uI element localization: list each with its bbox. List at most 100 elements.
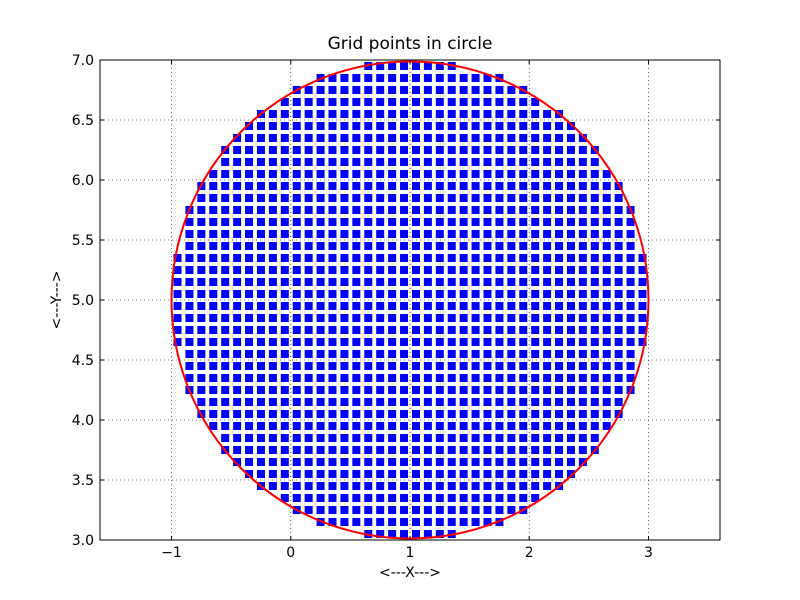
grid-point (245, 374, 254, 382)
grid-point (388, 170, 397, 178)
grid-point (245, 362, 254, 370)
grid-point (340, 230, 349, 238)
grid-point (638, 290, 647, 298)
grid-point (590, 338, 599, 346)
grid-point (614, 350, 623, 358)
grid-point (483, 242, 492, 250)
grid-point (447, 230, 456, 238)
grid-point (376, 410, 385, 418)
grid-point (531, 458, 540, 466)
grid-point (340, 434, 349, 442)
grid-point (185, 350, 194, 358)
grid-point (423, 386, 432, 394)
grid-point (364, 458, 373, 466)
grid-point (316, 182, 325, 190)
grid-point (233, 422, 242, 430)
grid-point (268, 266, 277, 274)
grid-point (578, 374, 587, 382)
grid-point (423, 302, 432, 310)
grid-point (280, 278, 289, 286)
grid-point (352, 266, 361, 274)
grid-point (495, 398, 504, 406)
grid-point (352, 458, 361, 466)
grid-point (614, 398, 623, 406)
grid-point (459, 398, 468, 406)
grid-point (423, 98, 432, 106)
grid-point (423, 506, 432, 514)
grid-point (507, 146, 516, 154)
grid-point (566, 314, 575, 322)
grid-point (388, 110, 397, 118)
grid-point (376, 326, 385, 334)
grid-point (352, 398, 361, 406)
grid-point (268, 374, 277, 382)
grid-point (316, 218, 325, 226)
grid-point (245, 386, 254, 394)
grid-point (304, 134, 313, 142)
grid-point (602, 302, 611, 310)
grid-point (566, 182, 575, 190)
grid-point (578, 326, 587, 334)
grid-point (304, 122, 313, 130)
grid-point (221, 338, 230, 346)
grid-point (304, 506, 313, 514)
grid-point (435, 338, 444, 346)
grid-point (495, 110, 504, 118)
grid-point (578, 398, 587, 406)
grid-point (256, 206, 265, 214)
grid-point (304, 374, 313, 382)
grid-point (316, 122, 325, 130)
grid-point (209, 302, 218, 310)
grid-point (221, 182, 230, 190)
grid-point (555, 194, 564, 202)
grid-point (340, 362, 349, 370)
grid-point (531, 350, 540, 358)
grid-point (376, 266, 385, 274)
grid-point (566, 194, 575, 202)
grid-point (400, 362, 409, 370)
grid-point (471, 122, 480, 130)
grid-point (543, 398, 552, 406)
grid-point (423, 266, 432, 274)
grid-point (566, 230, 575, 238)
grid-point (328, 146, 337, 154)
grid-point (495, 98, 504, 106)
grid-point (447, 86, 456, 94)
grid-point (555, 470, 564, 478)
grid-point (435, 326, 444, 334)
grid-point (340, 314, 349, 322)
grid-point (221, 206, 230, 214)
grid-point (352, 302, 361, 310)
grid-point (328, 422, 337, 430)
grid-point (447, 470, 456, 478)
grid-point (328, 278, 337, 286)
grid-point (292, 386, 301, 394)
grid-point (423, 194, 432, 202)
grid-point (304, 206, 313, 214)
grid-point (340, 170, 349, 178)
grid-point (638, 338, 647, 346)
grid-point (566, 218, 575, 226)
grid-point (256, 122, 265, 130)
grid-point (590, 290, 599, 298)
grid-point (209, 350, 218, 358)
grid-point (256, 338, 265, 346)
grid-point (507, 302, 516, 310)
grid-point (495, 242, 504, 250)
grid-point (423, 254, 432, 262)
grid-point (459, 230, 468, 238)
grid-point (459, 410, 468, 418)
grid-point (531, 326, 540, 334)
grid-point (423, 218, 432, 226)
grid-point (352, 98, 361, 106)
grid-point (411, 470, 420, 478)
grid-point (376, 122, 385, 130)
grid-point (507, 86, 516, 94)
grid-point (411, 86, 420, 94)
grid-point (245, 326, 254, 334)
grid-point (376, 290, 385, 298)
grid-point (256, 314, 265, 322)
grid-point (197, 290, 206, 298)
grid-point (602, 170, 611, 178)
grid-point (376, 386, 385, 394)
